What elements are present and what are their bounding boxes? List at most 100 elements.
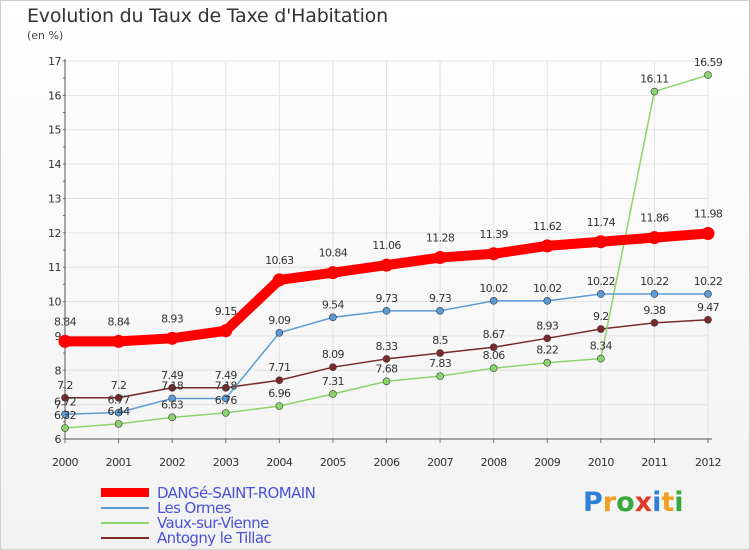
x-tick-label: 2008 bbox=[481, 456, 507, 469]
data-label: 11.98 bbox=[694, 208, 723, 221]
data-label: 8.93 bbox=[161, 312, 184, 325]
data-point bbox=[221, 394, 230, 403]
y-tick-label: 14 bbox=[48, 158, 61, 171]
y-tick-label: 8 bbox=[55, 364, 62, 377]
data-point bbox=[168, 383, 176, 392]
data-label: 7.2 bbox=[57, 379, 73, 392]
y-tick-label: 9 bbox=[55, 330, 62, 343]
data-point bbox=[650, 319, 659, 327]
logo-letter: o bbox=[616, 487, 635, 518]
legend-label: Les Ormes bbox=[157, 498, 231, 517]
data-point bbox=[221, 409, 230, 417]
logo-letter: P bbox=[583, 487, 603, 518]
data-label: 6.96 bbox=[268, 387, 291, 400]
data-point bbox=[112, 334, 126, 348]
data-label: 11.39 bbox=[479, 228, 508, 241]
y-tick-label: 7 bbox=[55, 399, 62, 412]
data-label: 10.22 bbox=[640, 275, 669, 288]
x-tick-label: 2000 bbox=[52, 456, 78, 469]
logo-letter: i bbox=[674, 487, 684, 518]
data-point bbox=[650, 87, 659, 96]
data-point bbox=[489, 297, 498, 305]
x-tick-label: 2003 bbox=[213, 456, 239, 469]
data-label: 7.49 bbox=[161, 369, 184, 382]
data-label: 7.18 bbox=[161, 379, 184, 392]
data-point bbox=[61, 424, 69, 432]
legend-swatch bbox=[101, 488, 149, 497]
data-label: 8.33 bbox=[375, 340, 398, 353]
data-point bbox=[221, 383, 230, 392]
data-point bbox=[543, 358, 552, 367]
data-point bbox=[543, 334, 552, 343]
data-point bbox=[594, 235, 608, 249]
y-tick-label: 10 bbox=[48, 296, 61, 309]
data-point bbox=[275, 402, 284, 410]
logo-letter: x bbox=[634, 487, 653, 518]
data-point bbox=[329, 363, 337, 371]
y-tick-label: 12 bbox=[48, 227, 61, 240]
data-point bbox=[275, 329, 284, 337]
data-labels: 8.84 8.84 8.93 9.15 10.63 10.84 11.06 11.28 11.3… bbox=[54, 56, 723, 422]
legend-swatch bbox=[101, 506, 149, 509]
data-point bbox=[58, 334, 72, 348]
data-label: 8.84 bbox=[54, 315, 77, 328]
data-point bbox=[61, 393, 69, 402]
data-point bbox=[597, 290, 605, 298]
data-point bbox=[436, 372, 444, 380]
legend-item: Vaux-sur-Vienne bbox=[101, 514, 315, 532]
data-label: 11.62 bbox=[533, 220, 562, 233]
data-point bbox=[326, 266, 340, 280]
series-points bbox=[58, 71, 715, 432]
legend-item: Antogny le Tillac bbox=[101, 529, 315, 547]
data-label: 10.02 bbox=[533, 282, 562, 295]
data-label: 6.32 bbox=[54, 409, 76, 422]
data-label: 8.09 bbox=[322, 348, 345, 361]
data-label: 8.67 bbox=[483, 328, 506, 341]
x-tick-label: 2004 bbox=[266, 456, 292, 469]
data-point bbox=[436, 307, 444, 315]
x-tick-label: 2005 bbox=[320, 456, 346, 469]
data-label: 7.71 bbox=[268, 361, 290, 374]
data-point bbox=[704, 290, 712, 298]
data-label: 6.44 bbox=[108, 405, 131, 418]
data-label: 7.68 bbox=[375, 362, 398, 375]
y-tick-label: 15 bbox=[48, 124, 61, 137]
data-label: 8.93 bbox=[536, 319, 559, 332]
data-point bbox=[597, 354, 605, 363]
data-label: 8.5 bbox=[432, 334, 448, 347]
grid-lines bbox=[64, 60, 709, 440]
x-tick-label: 2009 bbox=[534, 456, 560, 469]
data-label: 6.63 bbox=[161, 398, 184, 411]
data-point bbox=[329, 390, 337, 398]
x-tick-label: 2012 bbox=[695, 456, 721, 469]
data-label: 8.34 bbox=[590, 340, 613, 353]
data-label: 16.11 bbox=[640, 73, 669, 86]
data-point bbox=[489, 343, 498, 352]
legend-label: DANGé-SAINT-ROMAIN bbox=[157, 483, 316, 502]
x-tick-label: 2001 bbox=[106, 456, 132, 469]
data-point bbox=[275, 376, 284, 385]
data-point bbox=[543, 297, 552, 305]
y-tick-label: 16 bbox=[48, 89, 61, 102]
data-point bbox=[433, 251, 447, 265]
data-point bbox=[61, 410, 69, 419]
axes: 6 7 8 9 10 11 12 13 14 15 16 17 2000 2001 2002 2003 2004… bbox=[48, 55, 722, 469]
logo-letter: t bbox=[661, 487, 675, 518]
data-label: 8.06 bbox=[483, 349, 506, 362]
data-label: 10.22 bbox=[587, 275, 616, 288]
data-point bbox=[489, 364, 498, 373]
data-label: 11.06 bbox=[372, 239, 401, 252]
data-label: 10.02 bbox=[479, 282, 508, 295]
data-label: 10.84 bbox=[319, 247, 348, 260]
y-tick-label: 11 bbox=[48, 261, 61, 274]
data-point bbox=[380, 258, 393, 272]
data-point bbox=[114, 408, 123, 417]
legend-item: DANGé-SAINT-ROMAIN bbox=[101, 483, 316, 502]
data-label: 9.73 bbox=[429, 292, 452, 305]
data-label: 6.77 bbox=[108, 394, 131, 407]
data-label: 7.49 bbox=[215, 369, 238, 382]
data-label: 11.74 bbox=[587, 216, 616, 229]
data-label: 6.76 bbox=[215, 394, 238, 407]
data-point bbox=[701, 227, 715, 241]
data-point bbox=[168, 413, 176, 422]
